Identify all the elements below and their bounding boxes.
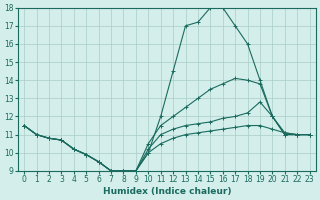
X-axis label: Humidex (Indice chaleur): Humidex (Indice chaleur) bbox=[103, 187, 231, 196]
